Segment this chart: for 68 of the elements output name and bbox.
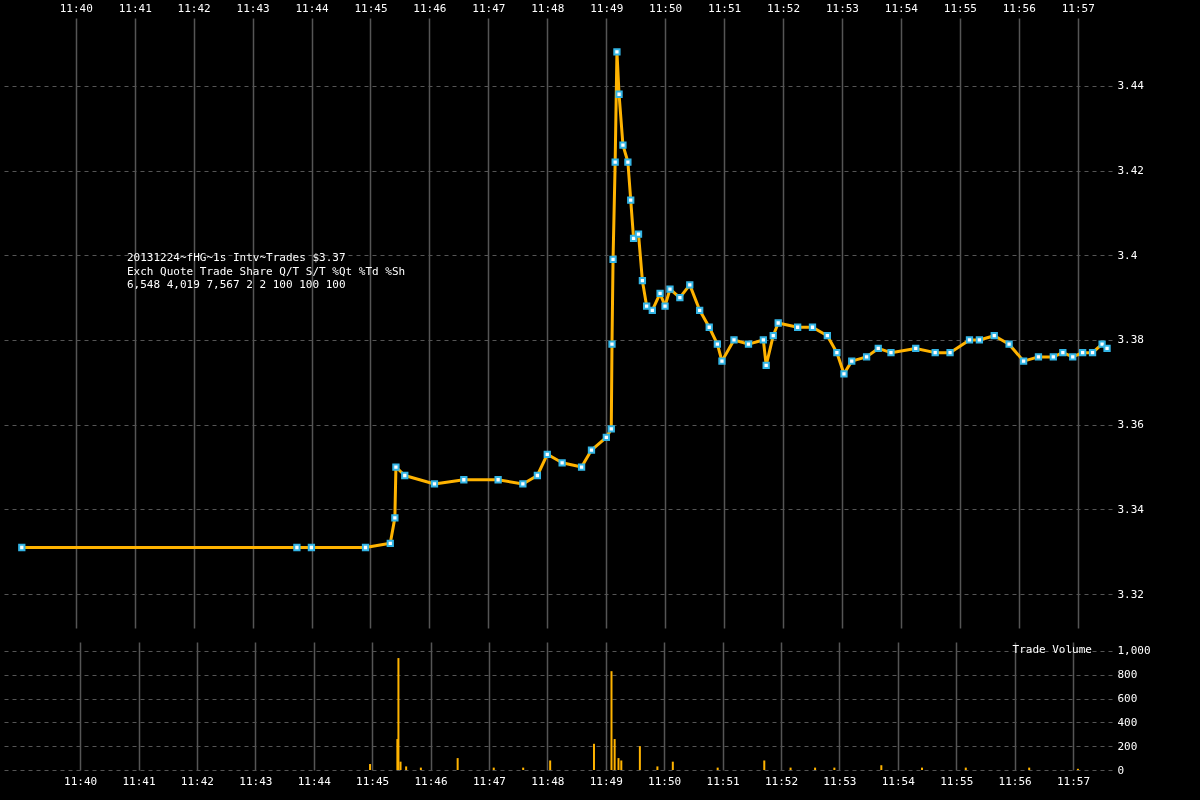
- x-tick-label: 11:49: [590, 1, 624, 15]
- y-tick-label: 0: [1117, 763, 1125, 777]
- y-tick-label: 3.36: [1117, 418, 1144, 432]
- y-tick-label: 400: [1117, 715, 1138, 729]
- y-tick-label: 200: [1117, 739, 1138, 753]
- x-tick-label: 11:41: [118, 1, 152, 15]
- bar: [656, 766, 659, 770]
- x-tick-label: 11:40: [59, 1, 93, 15]
- x-tick-label: 11:46: [414, 774, 448, 788]
- bar: [763, 760, 766, 770]
- x-tick-label: 11:43: [236, 1, 270, 15]
- bar: [456, 758, 459, 770]
- bar: [638, 746, 641, 770]
- x-tick-label: 11:44: [297, 774, 332, 788]
- y-tick-label: 3.4: [1117, 248, 1138, 262]
- bar: [671, 761, 674, 770]
- x-tick-label: 11:52: [766, 1, 801, 15]
- bar: [620, 760, 623, 770]
- bar: [369, 764, 372, 770]
- x-tick-label: 11:53: [825, 1, 860, 15]
- text: 20131224~fHG~1s Intv~Trades $3.37: [127, 251, 346, 264]
- x-tick-label: 11:50: [649, 1, 683, 15]
- x-tick-label: 11:51: [706, 774, 740, 788]
- annotation: Exch Quote Trade Share Q/T S/T %Qt %Td %Sh: [127, 265, 406, 278]
- x-tick-label: 11:55: [940, 774, 974, 788]
- y-tick-label: 600: [1117, 692, 1138, 706]
- x-tick-label: 11:47: [472, 1, 506, 15]
- x-tick-label: 11:48: [531, 774, 565, 788]
- x-tick-label: 11:53: [823, 774, 857, 788]
- bar: [613, 739, 616, 770]
- x-tick-label: 11:45: [356, 774, 390, 788]
- x-tick-label: 11:51: [708, 1, 742, 15]
- y-tick-label: 3.38: [1117, 333, 1144, 347]
- annotation: 6,548 4,019 7,567 2 2 100 100 100: [127, 278, 346, 291]
- x-tick-label: 11:47: [472, 774, 507, 788]
- y-tick-label: 1,000: [1117, 644, 1151, 658]
- x-tick-label: 11:41: [122, 774, 156, 788]
- y-tick-label: 800: [1117, 668, 1138, 682]
- x-tick-label: 11:54: [881, 774, 916, 788]
- x-tick-label: 11:43: [239, 774, 273, 788]
- x-tick-label: 11:56: [1002, 1, 1036, 15]
- y-tick-label: 3.44: [1117, 79, 1145, 93]
- bar: [405, 766, 408, 770]
- bar: [610, 671, 613, 770]
- bar: [397, 658, 400, 770]
- x-tick-label: 11:42: [177, 1, 211, 15]
- x-tick-label: 11:57: [1056, 774, 1091, 788]
- y-tick-label: 3.42: [1117, 164, 1144, 177]
- bar: [880, 765, 883, 770]
- y-tick-label: 3.32: [1117, 587, 1144, 601]
- bar: [549, 760, 552, 770]
- x-tick-label: 11:46: [413, 1, 447, 15]
- x-tick-label: 11:42: [180, 774, 214, 788]
- bar: [617, 758, 620, 770]
- x-tick-label: 11:45: [354, 1, 388, 15]
- x-tick-label: 11:49: [589, 774, 623, 788]
- x-tick-label: 11:55: [943, 1, 977, 15]
- x-tick-label: 11:40: [64, 774, 98, 788]
- x-tick-label: 11:48: [531, 1, 565, 15]
- bar: [592, 743, 595, 770]
- x-tick-label: 11:54: [884, 1, 919, 15]
- x-tick-label: 11:57: [1061, 1, 1095, 15]
- chart-title: Trade Volume: [1012, 643, 1092, 656]
- x-tick-label: 11:44: [295, 1, 329, 15]
- x-tick-label: 11:52: [764, 774, 799, 788]
- y-tick-label: 3.34: [1117, 502, 1145, 516]
- x-tick-label: 11:56: [998, 774, 1032, 788]
- x-tick-label: 11:50: [648, 774, 682, 788]
